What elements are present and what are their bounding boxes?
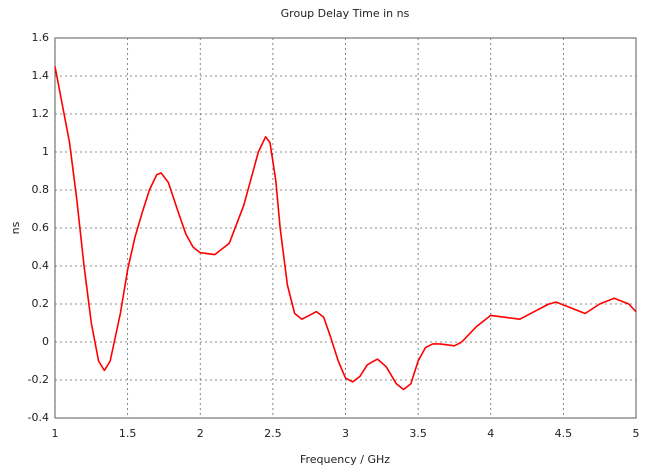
x-axis-label: Frequency / GHz bbox=[300, 453, 390, 466]
y-tick-label: 1.6 bbox=[32, 31, 50, 44]
y-tick-label: 0.6 bbox=[32, 221, 50, 234]
data-line bbox=[54, 66, 637, 391]
y-tick-label: -0.2 bbox=[28, 373, 49, 386]
y-tick-label: 0 bbox=[42, 335, 49, 348]
y-tick-label: 0.2 bbox=[32, 297, 50, 310]
y-tick-label: 1 bbox=[42, 145, 49, 158]
y-tick-label: -0.4 bbox=[28, 411, 49, 424]
x-tick-label: 4.5 bbox=[555, 427, 573, 440]
x-tick-label: 4 bbox=[487, 427, 494, 440]
y-tick-label: 0.4 bbox=[32, 259, 50, 272]
x-tick-label: 1 bbox=[52, 427, 59, 440]
x-tick-label: 2 bbox=[197, 427, 204, 440]
x-tick-label: 3.5 bbox=[409, 427, 427, 440]
x-tick-label: 5 bbox=[633, 427, 640, 440]
x-tick-label: 3 bbox=[342, 427, 349, 440]
y-tick-label: 1.4 bbox=[32, 69, 50, 82]
y-axis-label: ns bbox=[9, 221, 22, 234]
chart-title: Group Delay Time in ns bbox=[281, 7, 410, 20]
x-tick-label: 2.5 bbox=[264, 427, 282, 440]
x-tick-label: 1.5 bbox=[119, 427, 137, 440]
y-tick-label: 0.8 bbox=[32, 183, 50, 196]
y-tick-label: 1.2 bbox=[32, 107, 50, 120]
